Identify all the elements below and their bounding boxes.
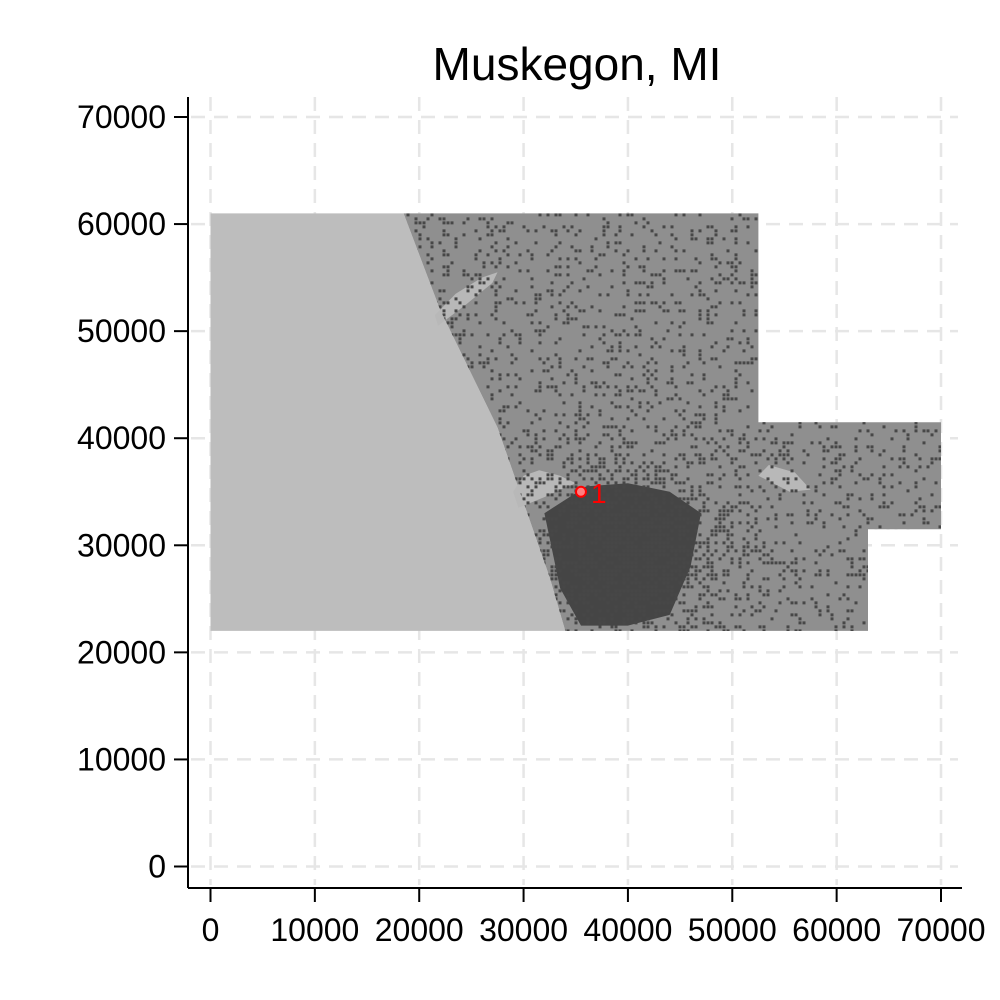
x-tick-label: 20000 — [375, 912, 464, 948]
y-tick-label: 10000 — [77, 741, 166, 777]
urban-texture — [403, 213, 942, 631]
y-tick-label: 30000 — [77, 527, 166, 563]
y-tick-label: 20000 — [77, 634, 166, 670]
axes: 0 10000 20000 30000 40000 50000 60000 70000 0 100… — [77, 97, 985, 948]
map-regions — [210, 213, 942, 631]
region-land — [403, 213, 942, 631]
x-tick-label: 70000 — [897, 912, 986, 948]
y-tick-label: 0 — [148, 849, 166, 885]
region-water — [210, 213, 566, 631]
region-lake — [434, 272, 498, 326]
x-tick-label: 40000 — [583, 912, 672, 948]
x-tick-label: 0 — [202, 912, 220, 948]
map-points: 1 — [574, 478, 607, 509]
chart-title: Muskegon, MI — [433, 38, 722, 90]
urban-texture-cells — [403, 213, 942, 631]
x-tick-label: 10000 — [270, 912, 359, 948]
x-tick-label: 30000 — [479, 912, 568, 948]
y-tick-label: 60000 — [77, 206, 166, 242]
x-tick-label: 50000 — [688, 912, 777, 948]
map-point-label: 1 — [591, 478, 607, 509]
y-tick-label: 70000 — [77, 99, 166, 135]
x-tick-label: 60000 — [792, 912, 881, 948]
y-tick-label: 50000 — [77, 313, 166, 349]
map-point-marker — [574, 485, 587, 498]
y-tick-label: 40000 — [77, 420, 166, 456]
